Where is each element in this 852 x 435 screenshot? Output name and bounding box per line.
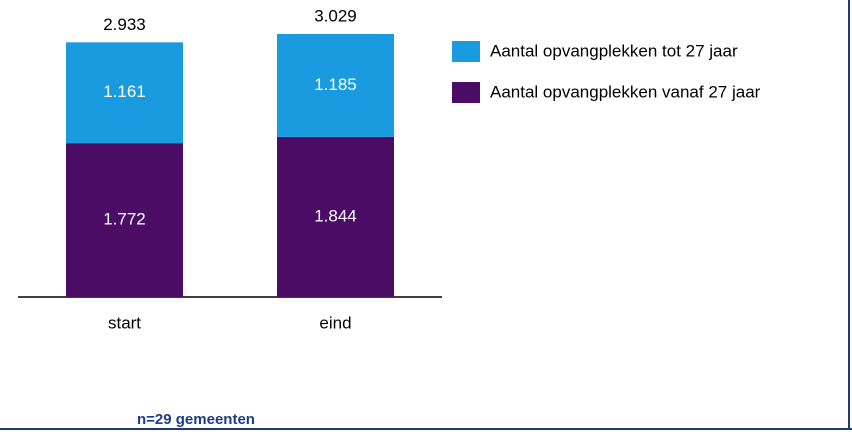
total-label: 2.933 bbox=[103, 15, 146, 34]
value-label: 1.844 bbox=[314, 206, 357, 225]
bar-segment bbox=[66, 143, 183, 297]
footnote: n=29 gemeenten bbox=[137, 411, 255, 428]
x-tick-label: eind bbox=[319, 313, 351, 332]
legend-swatch bbox=[452, 41, 480, 62]
bar-segment bbox=[277, 34, 394, 137]
value-label: 1.161 bbox=[103, 82, 146, 101]
value-label: 1.772 bbox=[103, 210, 146, 229]
value-label: 1.185 bbox=[314, 75, 357, 94]
x-tick-label: start bbox=[108, 313, 141, 332]
bar-segment bbox=[66, 42, 183, 144]
legend-label: Aantal opvangplekken vanaf 27 jaar bbox=[490, 82, 761, 101]
legend-swatch bbox=[452, 82, 480, 103]
legend-label: Aantal opvangplekken tot 27 jaar bbox=[490, 41, 738, 60]
bar-segment bbox=[277, 136, 394, 297]
total-label: 3.029 bbox=[314, 6, 357, 25]
